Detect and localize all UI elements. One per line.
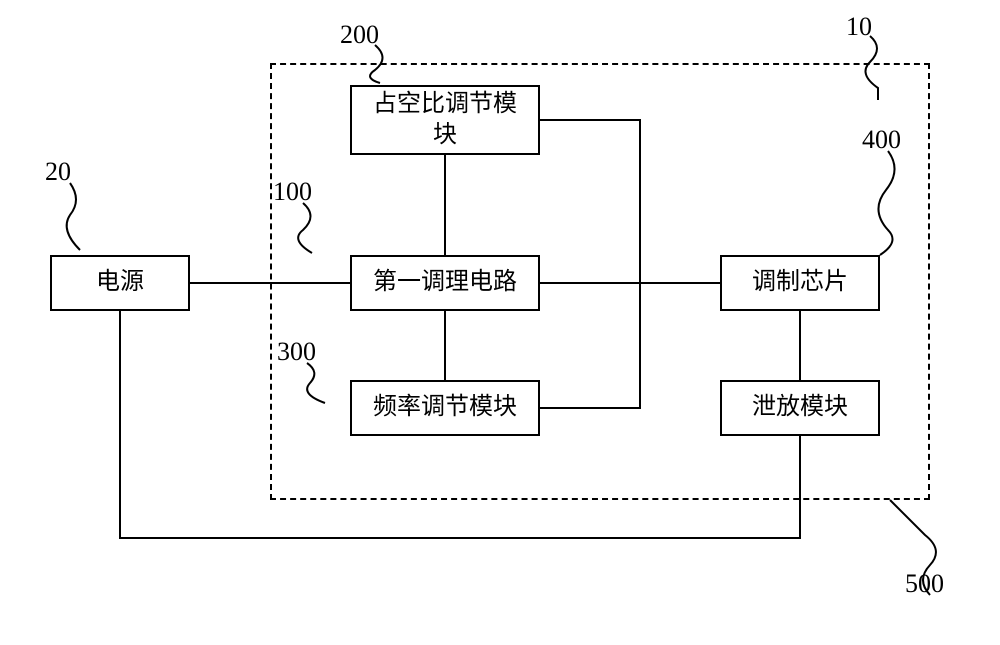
block-power: 电源 bbox=[50, 255, 190, 311]
label-10-text: 10 bbox=[846, 12, 872, 41]
block-freq: 频率调节模块 bbox=[350, 380, 540, 436]
block-power-label: 电源 bbox=[96, 267, 144, 298]
block-discharge-label: 泄放模块 bbox=[752, 392, 848, 423]
label-100: 100 bbox=[273, 177, 312, 207]
label-20-text: 20 bbox=[45, 157, 71, 186]
block-modchip: 调制芯片 bbox=[720, 255, 880, 311]
block-freq-label: 频率调节模块 bbox=[373, 392, 517, 423]
block-duty: 占空比调节模块 bbox=[350, 85, 540, 155]
label-300: 300 bbox=[277, 337, 316, 367]
label-200-text: 200 bbox=[340, 20, 379, 49]
block-discharge: 泄放模块 bbox=[720, 380, 880, 436]
block-duty-label: 占空比调节模块 bbox=[370, 89, 520, 151]
label-100-text: 100 bbox=[273, 177, 312, 206]
diagram-canvas: 电源 占空比调节模块 第一调理电路 频率调节模块 调制芯片 泄放模块 20 20… bbox=[0, 0, 1000, 645]
block-modchip-label: 调制芯片 bbox=[752, 267, 848, 298]
label-400: 400 bbox=[862, 125, 901, 155]
label-10: 10 bbox=[846, 12, 872, 42]
leader-20 bbox=[67, 183, 80, 250]
label-500-text: 500 bbox=[905, 569, 944, 598]
label-20: 20 bbox=[45, 157, 71, 187]
label-500: 500 bbox=[905, 569, 944, 599]
block-cond: 第一调理电路 bbox=[350, 255, 540, 311]
label-400-text: 400 bbox=[862, 125, 901, 154]
label-300-text: 300 bbox=[277, 337, 316, 366]
label-200: 200 bbox=[340, 20, 379, 50]
block-cond-label: 第一调理电路 bbox=[373, 267, 517, 298]
